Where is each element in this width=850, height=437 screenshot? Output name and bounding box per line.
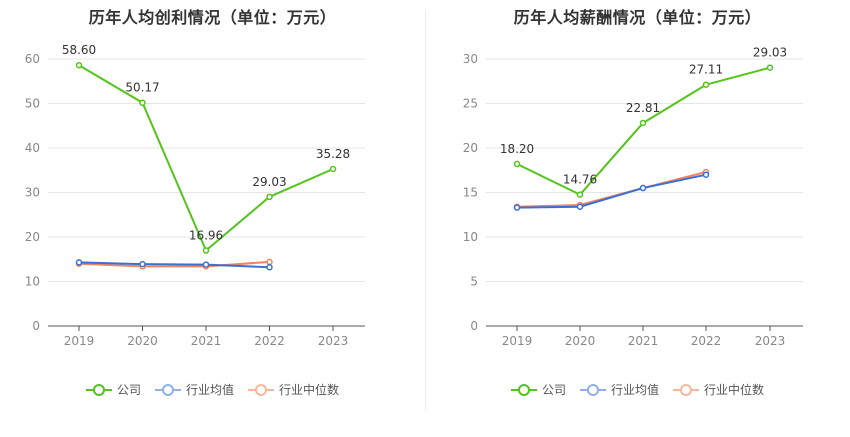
y-tick-label: 30 bbox=[25, 186, 40, 200]
chart-legend: 公司 行业均值 行业中位数 bbox=[425, 381, 850, 398]
data-point-company bbox=[766, 64, 774, 71]
data-label: 14.76 bbox=[563, 173, 597, 187]
data-label: 58.60 bbox=[62, 43, 96, 57]
y-tick-label: 25 bbox=[463, 97, 478, 111]
legend-label-industry-avg: 行业均值 bbox=[610, 383, 659, 397]
data-point-industry-avg bbox=[576, 203, 584, 210]
data-label: 29.03 bbox=[753, 46, 787, 60]
data-point-industry-avg bbox=[639, 184, 647, 192]
data-label: 27.11 bbox=[689, 63, 723, 77]
x-tick-label: 2023 bbox=[755, 334, 786, 348]
series-line-company bbox=[78, 64, 334, 252]
series-line-industry-median bbox=[78, 260, 270, 268]
legend-item-industry-avg[interactable]: 行业均值 bbox=[579, 381, 659, 398]
data-point-industry-avg bbox=[702, 171, 710, 178]
x-tick-label: 2020 bbox=[565, 334, 596, 348]
legend-item-company[interactable]: 公司 bbox=[510, 381, 566, 398]
x-tick-label: 2023 bbox=[318, 334, 349, 348]
data-point-company bbox=[329, 165, 337, 173]
legend-label-industry-median: 行业中位数 bbox=[704, 383, 765, 397]
y-tick-label: 0 bbox=[470, 319, 478, 333]
x-tick-label: 2022 bbox=[254, 334, 285, 348]
series-line-industry-avg bbox=[78, 261, 270, 269]
data-label: 29.03 bbox=[252, 175, 286, 189]
data-point-company bbox=[75, 61, 83, 69]
chart-legend: 公司 行业均值 行业中位数 bbox=[0, 381, 425, 398]
x-tick-label: 2019 bbox=[502, 334, 533, 348]
data-point-company bbox=[513, 160, 521, 168]
x-tick-label: 2020 bbox=[127, 334, 158, 348]
legend-label-industry-median: 行业中位数 bbox=[279, 383, 340, 397]
y-tick-label: 5 bbox=[470, 275, 478, 289]
legend-label-industry-avg: 行业均值 bbox=[185, 383, 234, 397]
legend-industry-avg-marker-icon bbox=[154, 383, 181, 397]
data-label: 35.28 bbox=[316, 147, 350, 161]
data-label: 22.81 bbox=[626, 101, 660, 115]
y-tick-label: 60 bbox=[25, 52, 40, 66]
chart-plot-area: 0 5 10 15 20 25 30 2019 2020 2021 2022 2023 18.20 14.… bbox=[463, 46, 803, 348]
data-point-company bbox=[139, 99, 146, 106]
data-point-industry-avg bbox=[202, 261, 210, 268]
legend-company-marker-icon bbox=[85, 383, 112, 397]
y-tick-label: 10 bbox=[463, 230, 478, 244]
data-point-company bbox=[639, 119, 647, 127]
data-point-company bbox=[202, 247, 210, 254]
y-tick-label: 20 bbox=[463, 141, 478, 155]
legend-item-industry-avg[interactable]: 行业均值 bbox=[154, 381, 234, 398]
x-tick-label: 2021 bbox=[191, 334, 222, 348]
chart-title: 历年人均创利情况（单位：万元） bbox=[88, 8, 337, 27]
series-line-company bbox=[516, 66, 771, 196]
y-tick-label: 40 bbox=[25, 141, 40, 155]
y-tick-label: 50 bbox=[25, 97, 40, 111]
y-tick-label: 10 bbox=[25, 275, 40, 289]
data-point-industry-avg bbox=[75, 259, 83, 266]
data-point-industry-median bbox=[266, 258, 273, 266]
legend-item-industry-median[interactable]: 行业中位数 bbox=[248, 381, 339, 398]
salary-per-capita-chart: 历年人均薪酬情况（单位：万元） 0 5 10 15 20 25 30 2019 2020 2021… bbox=[425, 0, 850, 437]
data-point-company bbox=[576, 191, 584, 198]
legend-industry-median-marker-icon bbox=[673, 383, 699, 397]
legend-item-industry-median[interactable]: 行业中位数 bbox=[673, 381, 764, 398]
data-point-company bbox=[266, 193, 273, 201]
legend-label-company: 公司 bbox=[116, 383, 141, 397]
legend-company-marker-icon bbox=[510, 383, 537, 397]
y-tick-label: 20 bbox=[25, 230, 40, 244]
data-label: 16.96 bbox=[189, 229, 223, 243]
x-tick-label: 2021 bbox=[628, 334, 659, 348]
legend-item-company[interactable]: 公司 bbox=[85, 381, 141, 398]
data-point-company bbox=[702, 81, 710, 88]
chart-plot-area: 0 10 20 30 40 50 60 2019 2020 2021 2022 2023 58.60 50… bbox=[25, 43, 365, 348]
y-tick-label: 0 bbox=[32, 319, 40, 333]
legend-label-company: 公司 bbox=[541, 383, 566, 397]
profit-per-capita-chart: 历年人均创利情况（单位：万元） 0 10 20 30 40 50 60 2019 2020 202… bbox=[0, 8, 425, 398]
data-point-industry-avg bbox=[266, 264, 273, 271]
legend-industry-avg-marker-icon bbox=[579, 383, 606, 397]
data-label: 18.20 bbox=[500, 142, 534, 156]
legend-industry-median-marker-icon bbox=[248, 383, 274, 397]
data-label: 50.17 bbox=[125, 81, 159, 95]
x-tick-label: 2022 bbox=[691, 334, 722, 348]
chart-title: 历年人均薪酬情况（单位：万元） bbox=[513, 8, 762, 27]
x-tick-label: 2019 bbox=[64, 334, 95, 348]
data-point-industry-avg bbox=[513, 204, 521, 211]
data-point-industry-avg bbox=[139, 260, 146, 268]
y-tick-label: 15 bbox=[463, 186, 478, 200]
y-tick-label: 30 bbox=[463, 52, 478, 66]
series-line-industry-avg bbox=[516, 173, 707, 209]
panel-divider bbox=[425, 10, 426, 410]
